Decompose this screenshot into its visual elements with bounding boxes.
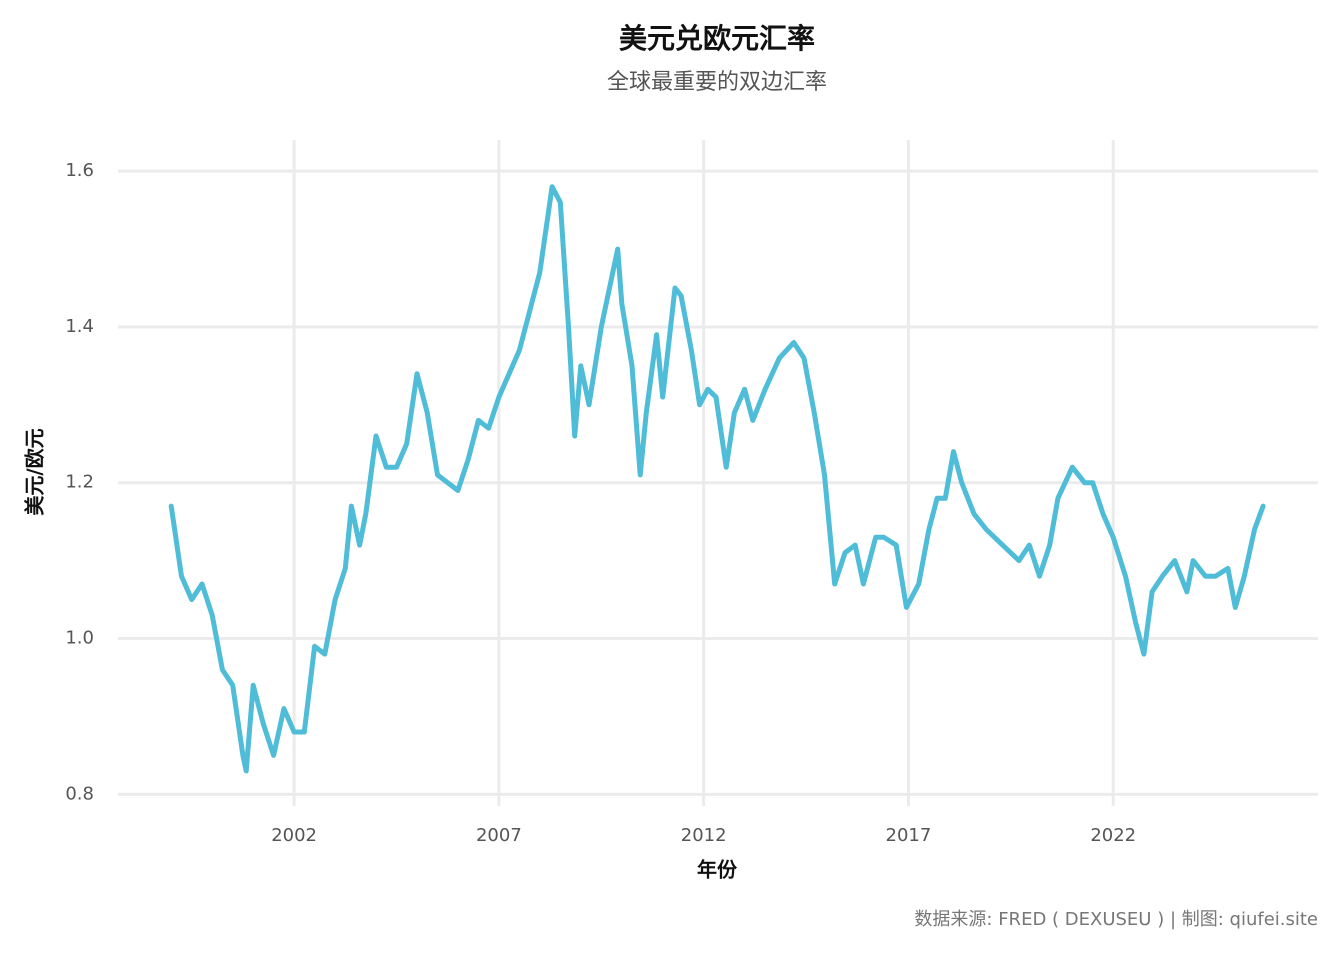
y-tick-label: 0.8 — [65, 783, 94, 804]
x-axis-label: 年份 — [697, 858, 738, 882]
y-tick-label: 1.4 — [65, 316, 94, 337]
y-tick-label: 1.2 — [65, 472, 94, 493]
x-tick-label: 2007 — [476, 825, 522, 846]
caption: 数据来源: FRED ( DEXUSEU ) | 制图: qiufei.site — [914, 909, 1318, 930]
chart-subtitle: 全球最重要的双边汇率 — [607, 70, 827, 95]
x-tick-label: 2002 — [271, 825, 317, 846]
chart-title: 美元兑欧元汇率 — [619, 22, 815, 55]
x-tick-label: 2022 — [1090, 825, 1136, 846]
line-series — [168, 184, 1266, 774]
x-tick-label: 2012 — [681, 825, 727, 846]
y-tick-label: 1.0 — [65, 628, 94, 649]
y-axis-label: 美元/欧元 — [23, 428, 47, 515]
y-tick-label: 1.6 — [65, 160, 94, 181]
x-tick-label: 2017 — [886, 825, 932, 846]
